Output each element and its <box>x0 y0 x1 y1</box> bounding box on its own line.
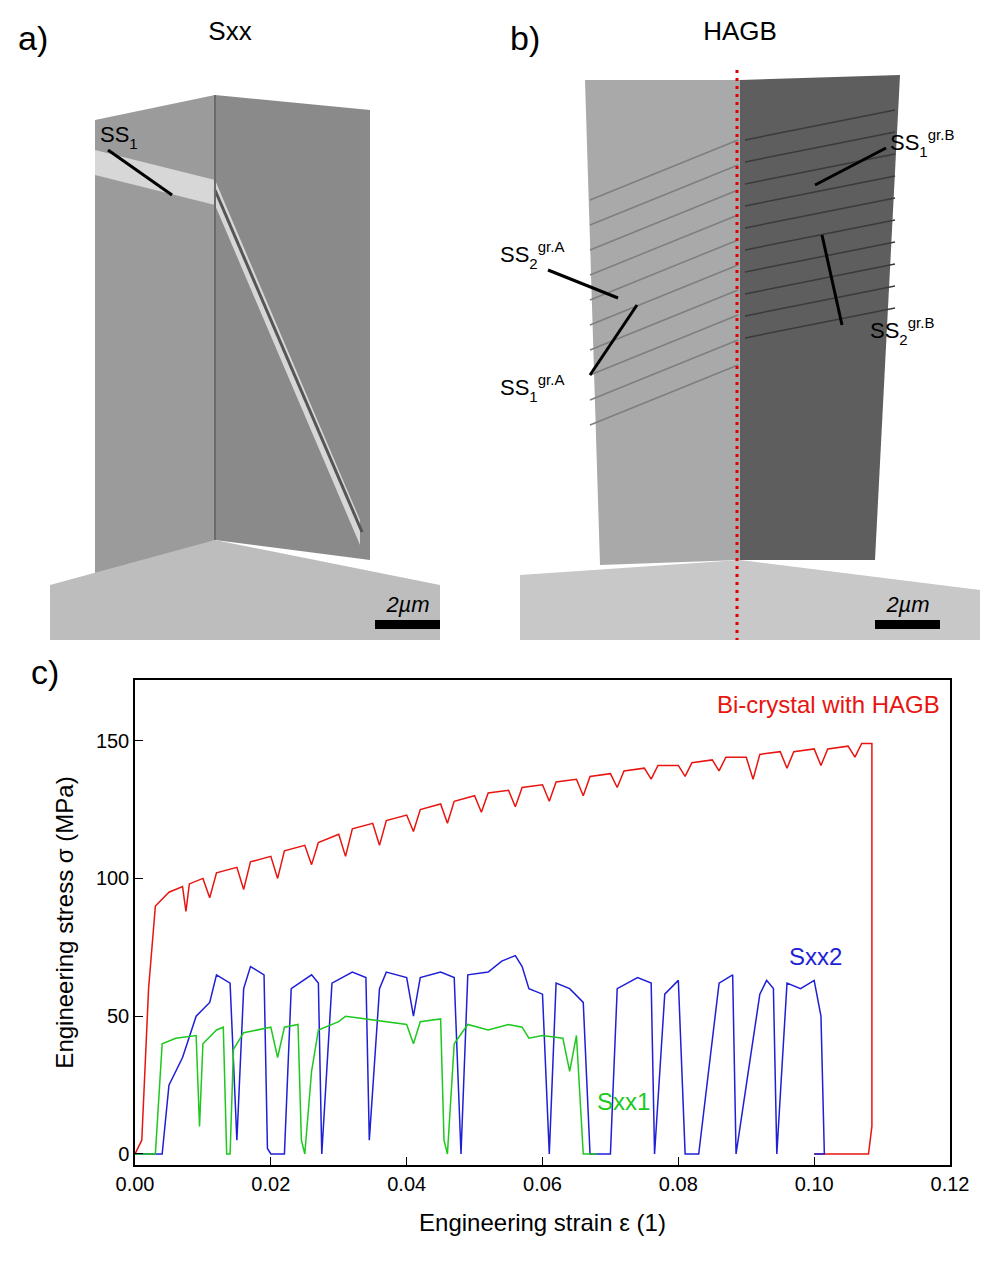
svg-text:Sxx2: Sxx2 <box>789 943 842 970</box>
svg-text:SS2gr.A: SS2gr.A <box>500 238 564 272</box>
svg-text:b): b) <box>510 19 540 57</box>
svg-text:0.10: 0.10 <box>795 1173 834 1195</box>
svg-text:0: 0 <box>118 1143 129 1165</box>
svg-text:Sxx: Sxx <box>208 16 251 46</box>
svg-text:0.00: 0.00 <box>116 1173 155 1195</box>
svg-text:0.12: 0.12 <box>931 1173 970 1195</box>
svg-text:SS2gr.B: SS2gr.B <box>870 314 934 348</box>
svg-text:150: 150 <box>96 730 129 752</box>
svg-text:c): c) <box>31 653 59 691</box>
svg-text:0.06: 0.06 <box>523 1173 562 1195</box>
svg-text:2µm: 2µm <box>885 592 929 617</box>
svg-text:a): a) <box>18 19 48 57</box>
svg-text:HAGB: HAGB <box>703 16 777 46</box>
svg-text:100: 100 <box>96 867 129 889</box>
svg-text:Engineering strain ε (1): Engineering strain ε (1) <box>419 1209 666 1236</box>
svg-text:0.08: 0.08 <box>659 1173 698 1195</box>
svg-text:Engineering stress σ (MPa): Engineering stress σ (MPa) <box>51 776 78 1068</box>
svg-text:50: 50 <box>107 1005 129 1027</box>
svg-text:Bi-crystal with HAGB: Bi-crystal with HAGB <box>717 691 940 718</box>
svg-text:SS1gr.A: SS1gr.A <box>500 371 564 405</box>
svg-text:0.02: 0.02 <box>251 1173 290 1195</box>
svg-text:2µm: 2µm <box>385 592 429 617</box>
svg-text:SS1gr.B: SS1gr.B <box>890 126 954 160</box>
svg-text:Sxx1: Sxx1 <box>597 1088 650 1115</box>
svg-text:SS1: SS1 <box>100 122 138 152</box>
svg-text:0.04: 0.04 <box>387 1173 426 1195</box>
